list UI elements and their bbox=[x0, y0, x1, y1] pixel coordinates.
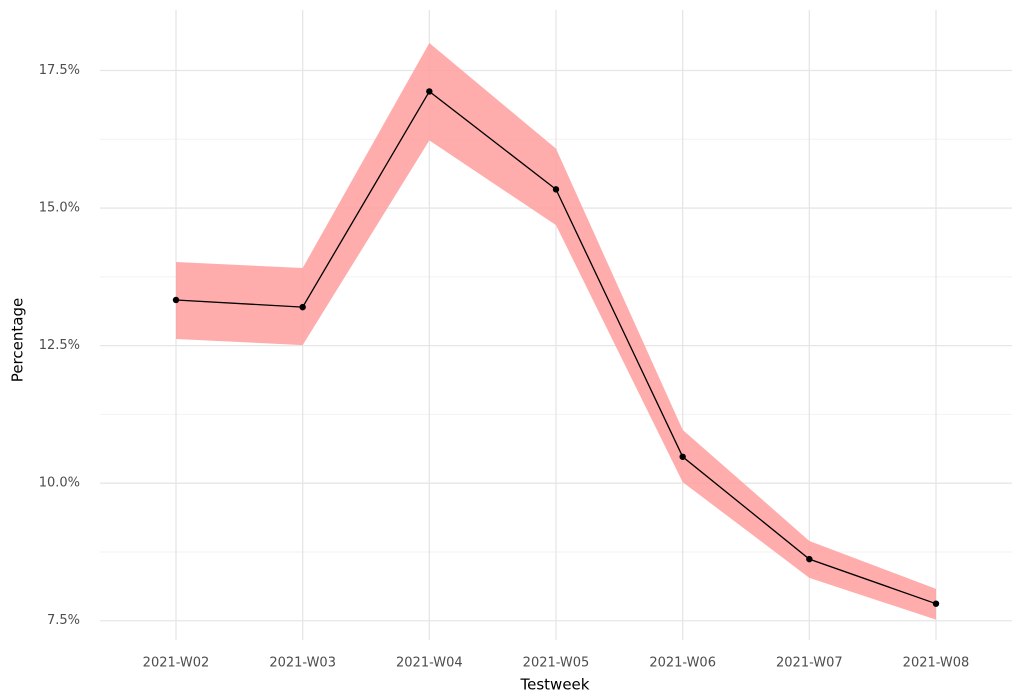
point bbox=[299, 303, 306, 311]
x-tick-label: 2021-W06 bbox=[649, 656, 716, 671]
y-tick-label: 17.5% bbox=[39, 63, 80, 78]
confidence-band bbox=[176, 43, 936, 620]
x-tick-label: 2021-W08 bbox=[903, 656, 970, 671]
point bbox=[426, 88, 433, 95]
x-tick-label: 2021-W07 bbox=[776, 656, 843, 671]
x-tick-label: 2021-W03 bbox=[269, 656, 336, 671]
y-tick-label: 15.0% bbox=[39, 201, 80, 216]
point bbox=[932, 600, 940, 607]
y-tick-label: 12.5% bbox=[39, 338, 80, 353]
y-tick-label: 7.5% bbox=[47, 613, 80, 628]
point bbox=[172, 296, 180, 304]
y-axis-label: Percentage bbox=[9, 298, 27, 382]
point bbox=[679, 453, 686, 460]
y-tick-label: 10.0% bbox=[39, 476, 80, 491]
x-tick-label: 2021-W02 bbox=[143, 656, 210, 671]
x-tick-label: 2021-W05 bbox=[523, 656, 590, 671]
point bbox=[552, 186, 560, 193]
x-axis-label: Testweek bbox=[520, 676, 590, 694]
point bbox=[806, 555, 813, 563]
x-tick-label: 2021-W04 bbox=[396, 656, 463, 671]
